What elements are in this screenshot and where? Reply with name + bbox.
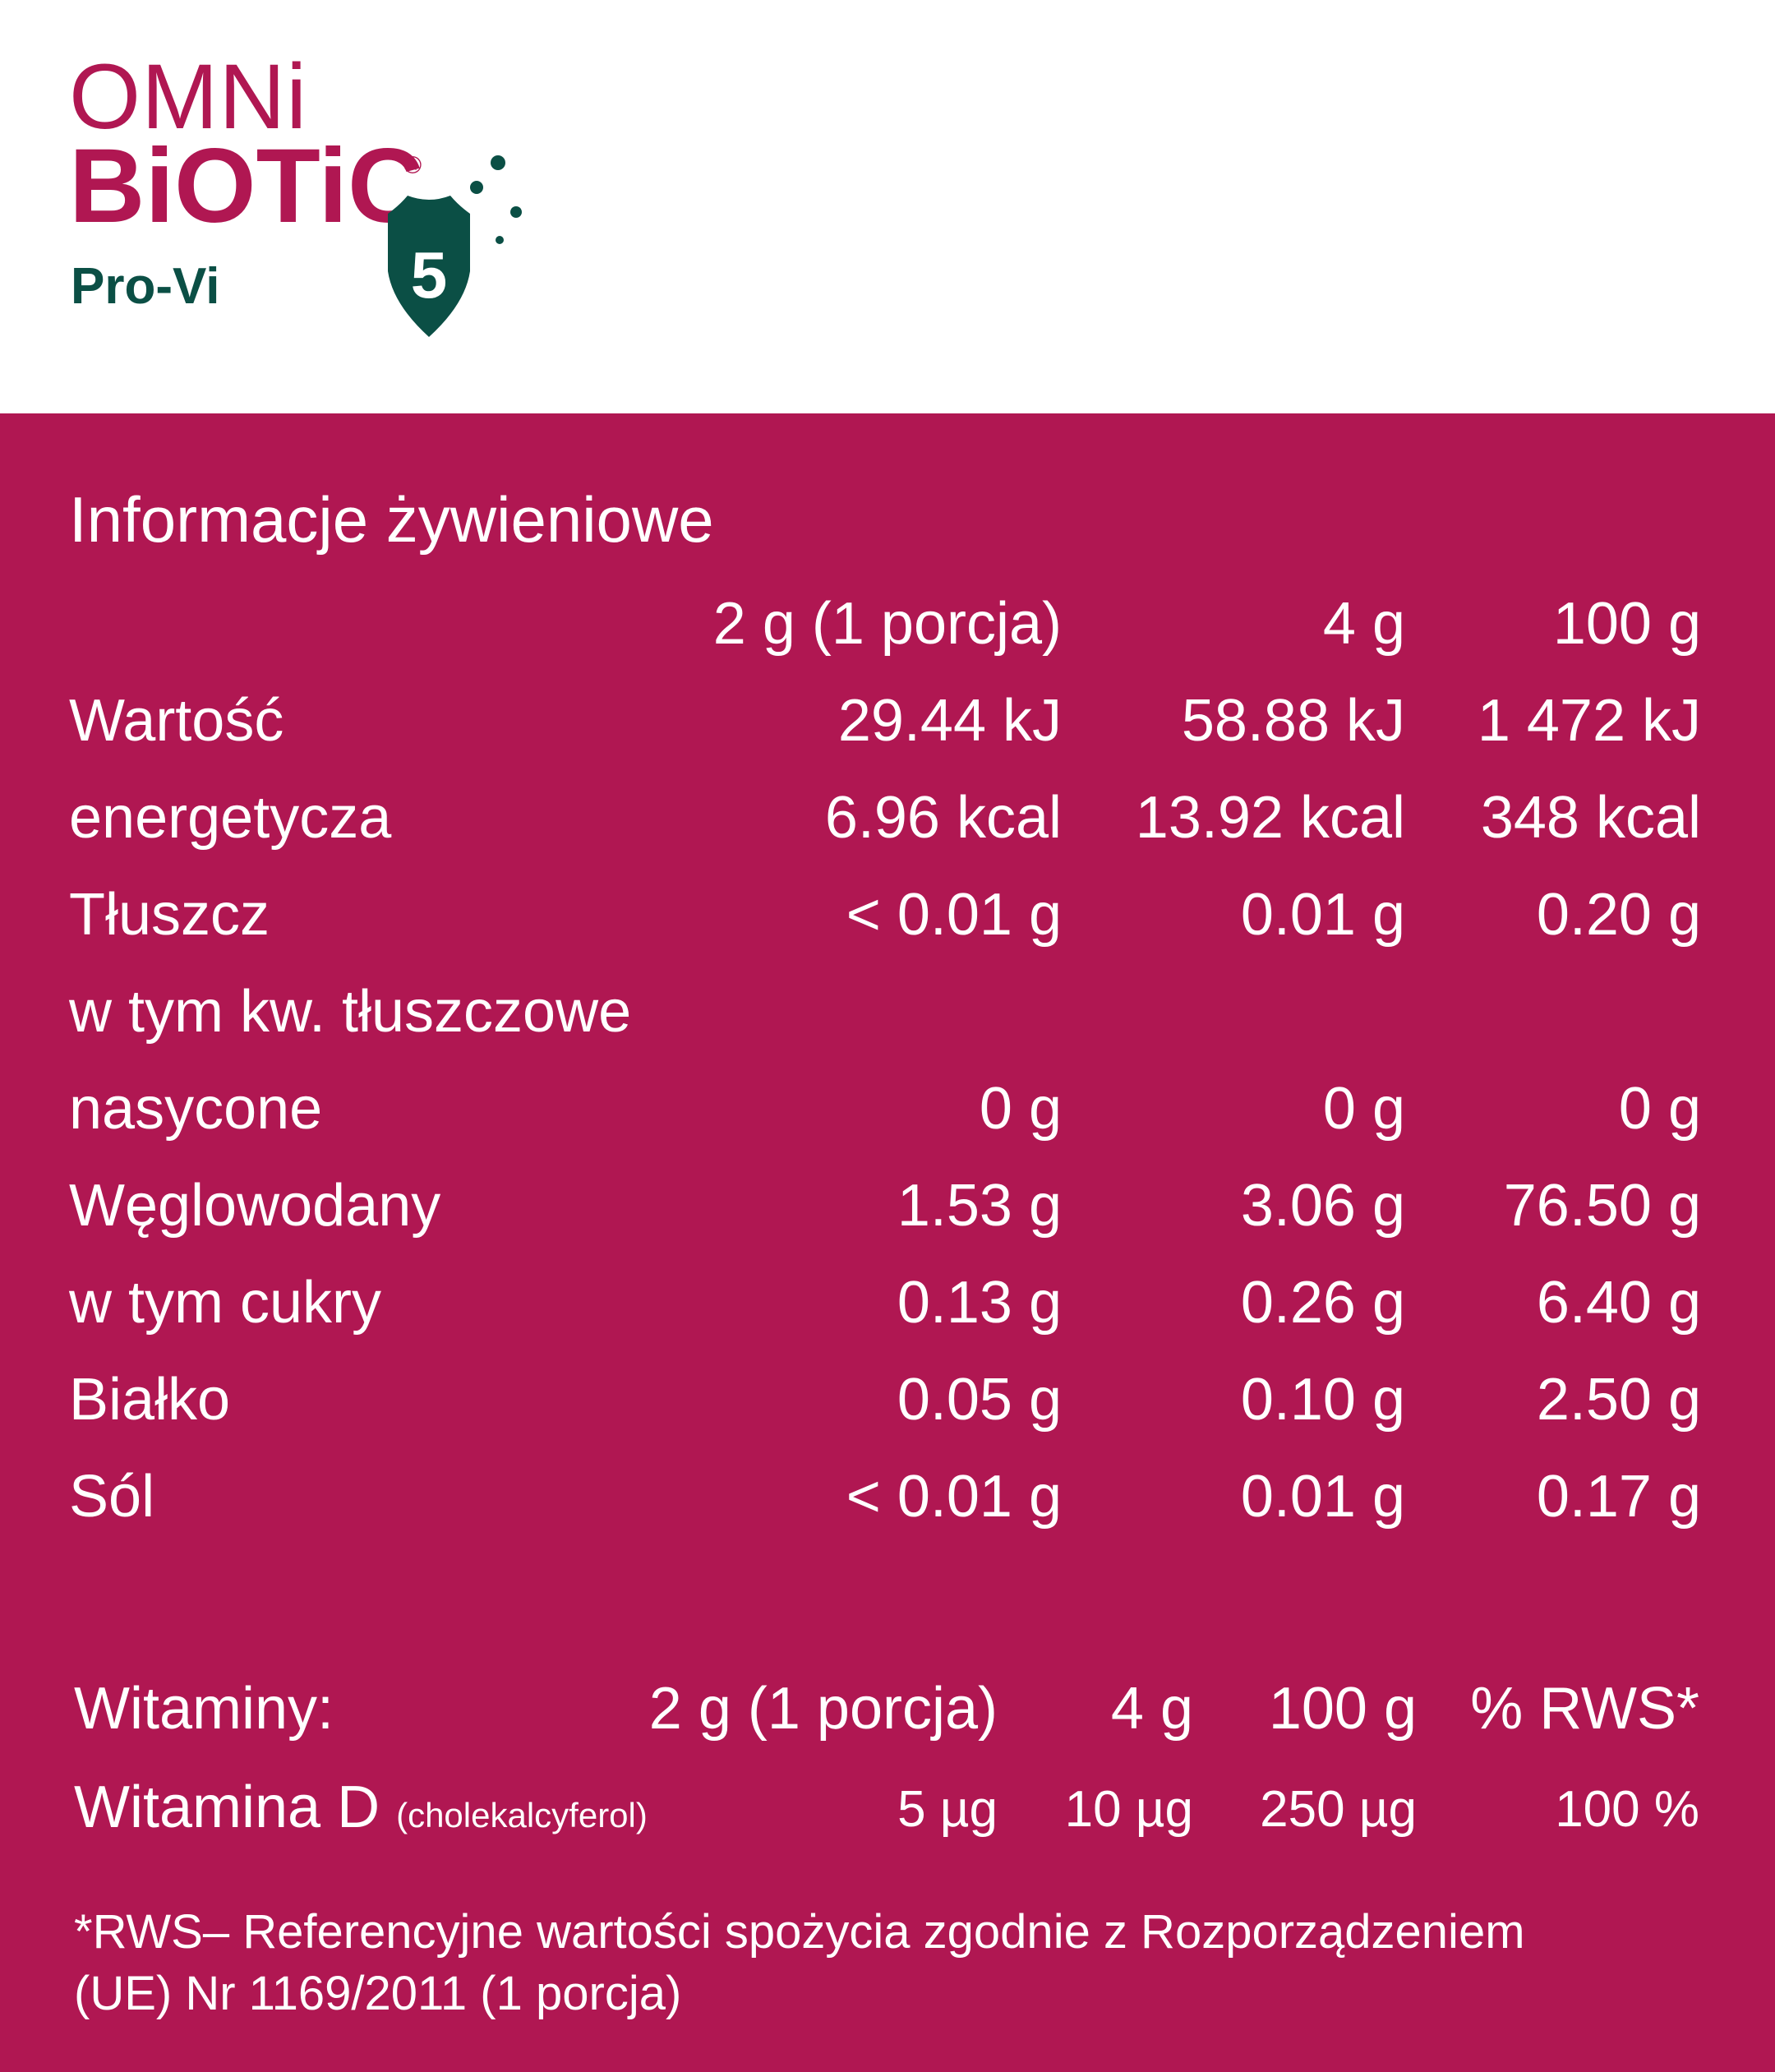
footnote: *RWS– Referencyjne wartości spożycia zgo… bbox=[74, 1901, 1717, 2024]
cell-value: 0.26 g bbox=[1240, 1270, 1405, 1336]
row-label: Sól bbox=[69, 1464, 155, 1530]
table-row: Sól < 0.01 g 0.01 g 0.17 g bbox=[0, 1467, 1775, 1549]
bubble-icon bbox=[510, 206, 522, 218]
cell-value: 10 µg bbox=[1064, 1781, 1193, 1838]
row-label: Wartość bbox=[69, 688, 284, 754]
table-row: Białko 0.05 g 0.10 g 2.50 g bbox=[0, 1370, 1775, 1452]
shield-icon: 5 bbox=[388, 155, 522, 337]
vitamins-label: Witaminy: bbox=[74, 1676, 334, 1742]
logo-omni-text: OMNi bbox=[69, 45, 308, 148]
bubble-icon bbox=[491, 155, 505, 170]
table-row: nasycone 0 g 0 g 0 g bbox=[0, 1079, 1775, 1161]
table-row: Wartość 29.44 kJ 58.88 kJ 1 472 kJ bbox=[0, 691, 1775, 773]
logo-biotic-text: BiOTiC bbox=[69, 127, 424, 245]
cell-value: 0.01 g bbox=[1240, 882, 1405, 948]
row-label: w tym kw. tłuszczowe bbox=[69, 979, 632, 1045]
cell-value: < 0.01 g bbox=[846, 1464, 1062, 1530]
vitamin-label: Witamina D (cholekalcyferol) bbox=[74, 1778, 648, 1837]
cell-value: 0 g bbox=[1618, 1076, 1701, 1142]
column-header: 2 g (1 porcja) bbox=[712, 591, 1062, 657]
table-row: energetycza 6.96 kcal 13.92 kcal 348 kca… bbox=[0, 788, 1775, 870]
cell-value: 1.53 g bbox=[897, 1173, 1062, 1239]
row-label: energetycza bbox=[69, 785, 392, 851]
cell-value: 76.50 g bbox=[1503, 1173, 1701, 1239]
column-header: 4 g bbox=[1110, 1676, 1193, 1742]
table-row: w tym cukry 0.13 g 0.26 g 6.40 g bbox=[0, 1273, 1775, 1355]
cell-value: 6.40 g bbox=[1536, 1270, 1701, 1336]
column-header: 100 g bbox=[1552, 591, 1701, 657]
cell-value: 0.20 g bbox=[1536, 882, 1701, 948]
logo-provi-text: Pro-Vi bbox=[71, 258, 220, 315]
row-label: Białko bbox=[69, 1367, 231, 1433]
header: OMNi BiOTiC ® Pro-Vi 5 bbox=[0, 0, 1775, 413]
cell-value: 0.10 g bbox=[1240, 1367, 1405, 1433]
row-label: Tłuszcz bbox=[69, 882, 270, 948]
bubble-icon bbox=[470, 181, 483, 194]
cell-value: < 0.01 g bbox=[846, 882, 1062, 948]
cell-value: 5 µg bbox=[897, 1781, 998, 1838]
nutrition-title: Informacje żywieniowe bbox=[69, 483, 714, 556]
table-row: Węglowodany 1.53 g 3.06 g 76.50 g bbox=[0, 1176, 1775, 1258]
footnote-line: (UE) Nr 1169/2011 (1 porcja) bbox=[74, 1967, 682, 2020]
column-header: 100 g bbox=[1268, 1676, 1417, 1742]
cell-value: 58.88 kJ bbox=[1181, 688, 1405, 754]
cell-value: 100 % bbox=[1555, 1781, 1699, 1838]
brand-logo: OMNi BiOTiC ® Pro-Vi 5 bbox=[0, 0, 575, 413]
column-header: 4 g bbox=[1322, 591, 1405, 657]
row-label: w tym cukry bbox=[69, 1270, 382, 1336]
cell-value: 6.96 kcal bbox=[824, 785, 1062, 851]
cell-value: 0.05 g bbox=[897, 1367, 1062, 1433]
cell-value: 13.92 kcal bbox=[1135, 785, 1405, 851]
cell-value: 0 g bbox=[1322, 1076, 1405, 1142]
cell-value: 2.50 g bbox=[1536, 1367, 1701, 1433]
vitamins-header-row: Witaminy: 2 g (1 porcja) 4 g 100 g % RWS… bbox=[0, 1679, 1775, 1761]
registered-mark: ® bbox=[403, 152, 422, 179]
cell-value: 0.13 g bbox=[897, 1270, 1062, 1336]
cell-value: 250 µg bbox=[1260, 1781, 1417, 1838]
cell-value: 3.06 g bbox=[1240, 1173, 1405, 1239]
vitamin-sublabel: (cholekalcyferol) bbox=[396, 1796, 648, 1834]
cell-value: 0 g bbox=[979, 1076, 1062, 1142]
column-header: 2 g (1 porcja) bbox=[648, 1676, 998, 1742]
cell-value: 29.44 kJ bbox=[837, 688, 1062, 754]
row-label: Węglowodany bbox=[69, 1173, 441, 1239]
table-row: w tym kw. tłuszczowe bbox=[0, 982, 1775, 1064]
bubble-icon bbox=[496, 236, 504, 244]
nutrition-header-row: 2 g (1 porcja) 4 g 100 g bbox=[0, 594, 1775, 676]
footnote-line: *RWS– Referencyjne wartości spożycia zgo… bbox=[74, 1905, 1525, 1959]
cell-value: 1 472 kJ bbox=[1477, 688, 1701, 754]
badge-number: 5 bbox=[411, 238, 448, 311]
row-label: nasycone bbox=[69, 1076, 323, 1142]
table-row: Tłuszcz < 0.01 g 0.01 g 0.20 g bbox=[0, 885, 1775, 967]
vitamin-name: Witamina D bbox=[74, 1774, 380, 1840]
vitamin-row: Witamina D (cholekalcyferol) 5 µg 10 µg … bbox=[0, 1778, 1775, 1860]
cell-value: 0.01 g bbox=[1240, 1464, 1405, 1530]
cell-value: 348 kcal bbox=[1480, 785, 1701, 851]
nutrition-panel: Informacje żywieniowe 2 g (1 porcja) 4 g… bbox=[0, 413, 1775, 2072]
column-header: % RWS* bbox=[1470, 1676, 1699, 1742]
cell-value: 0.17 g bbox=[1536, 1464, 1701, 1530]
